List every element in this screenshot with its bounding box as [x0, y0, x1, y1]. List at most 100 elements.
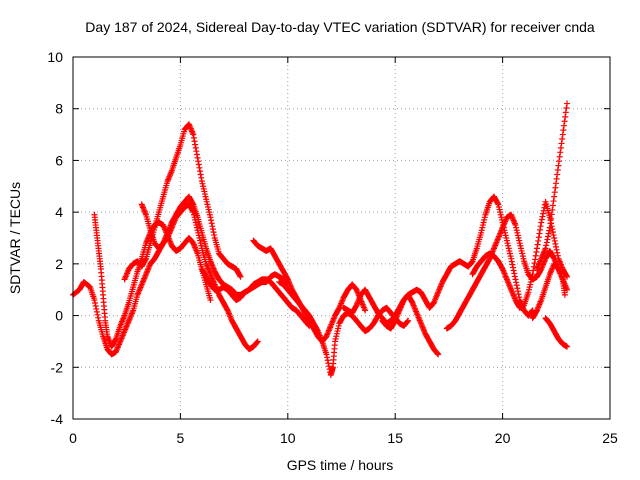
data-point	[538, 216, 545, 223]
data-point	[193, 148, 200, 155]
data-point	[563, 104, 570, 111]
data-point	[192, 141, 199, 148]
data-point	[207, 214, 214, 221]
data-point	[545, 230, 552, 237]
series-arc-13	[542, 315, 571, 350]
x-tick-label: 10	[280, 430, 296, 446]
data-point	[434, 350, 441, 357]
data-point	[540, 210, 547, 217]
series-arc-8	[340, 286, 442, 358]
data-point	[512, 276, 519, 283]
data-point	[552, 184, 559, 191]
data-point	[362, 307, 369, 314]
data-point	[509, 261, 516, 268]
x-tick-label: 5	[177, 430, 185, 446]
data-point	[549, 206, 556, 213]
data-point	[324, 357, 331, 364]
data-point	[564, 100, 571, 107]
data-point	[508, 258, 515, 265]
data-point	[208, 217, 215, 224]
data-point	[237, 273, 244, 280]
series-arc-5	[198, 266, 313, 329]
data-point	[194, 154, 201, 161]
data-point	[560, 122, 567, 129]
data-point	[515, 291, 522, 298]
data-point	[546, 224, 553, 231]
data-point	[535, 237, 542, 244]
x-axis-label: GPS time / hours	[287, 457, 394, 473]
data-point	[544, 236, 551, 243]
data-point	[529, 271, 536, 278]
data-point	[93, 305, 100, 312]
data-point	[191, 138, 198, 145]
data-point	[537, 226, 544, 233]
data-point	[542, 245, 549, 252]
data-point	[556, 153, 563, 160]
data-point	[254, 339, 261, 346]
data-point	[530, 263, 537, 270]
data-point	[554, 171, 561, 178]
data-point	[534, 241, 541, 248]
data-point	[562, 109, 569, 116]
data-point	[546, 227, 553, 234]
data-point	[550, 198, 557, 205]
data-point	[548, 211, 555, 218]
data-point	[549, 202, 556, 209]
data-point	[550, 232, 557, 239]
data-point	[192, 144, 199, 151]
y-tick-label: 6	[55, 152, 63, 168]
data-point	[193, 151, 200, 158]
x-tick-label: 15	[387, 430, 403, 446]
data-point	[543, 239, 550, 246]
y-tick-label: 8	[55, 101, 63, 117]
chart-title: Day 187 of 2024, Sidereal Day-to-day VTE…	[85, 19, 595, 35]
data-point	[236, 272, 243, 279]
series-arc-3	[121, 121, 244, 283]
data-point	[532, 256, 539, 263]
data-point	[554, 249, 561, 256]
data-point	[325, 363, 332, 370]
data-point	[435, 351, 442, 358]
y-tick-label: 0	[55, 308, 63, 324]
data-point	[549, 229, 556, 236]
data-point	[95, 314, 102, 321]
data-point	[530, 267, 537, 274]
data-point	[511, 273, 518, 280]
data-point	[560, 127, 567, 134]
data-point	[558, 140, 565, 147]
data-point	[510, 267, 517, 274]
data-point	[564, 343, 571, 350]
y-tick-label: 10	[47, 49, 63, 65]
data-point	[552, 240, 559, 247]
y-axis-label: SDTVAR / TECUs	[7, 182, 23, 294]
data-point	[563, 272, 570, 279]
data-point	[548, 215, 555, 222]
data-point	[555, 162, 562, 169]
data-point	[514, 288, 521, 295]
data-point	[543, 242, 550, 249]
data-point	[209, 223, 216, 230]
data-point	[94, 311, 101, 318]
data-point	[405, 317, 412, 324]
data-point	[539, 213, 546, 220]
y-tick-label: 2	[55, 256, 63, 272]
data-point	[547, 220, 554, 227]
data-point	[404, 318, 411, 325]
data-point	[554, 167, 561, 174]
data-point	[551, 189, 558, 196]
data-point	[551, 235, 558, 241]
data-point	[92, 302, 99, 309]
data-point	[197, 168, 204, 175]
data-point	[557, 149, 564, 156]
data-point	[208, 220, 215, 227]
data-point	[552, 243, 559, 250]
data-point	[552, 180, 559, 187]
data-point	[556, 158, 563, 165]
data-point	[559, 136, 566, 143]
data-point	[533, 249, 540, 256]
axis-ticks: 0 5 10 15 20 25 -4 -2 0 2 4 6 8 10	[47, 49, 618, 446]
data-point	[551, 237, 558, 244]
data-point	[494, 200, 501, 207]
